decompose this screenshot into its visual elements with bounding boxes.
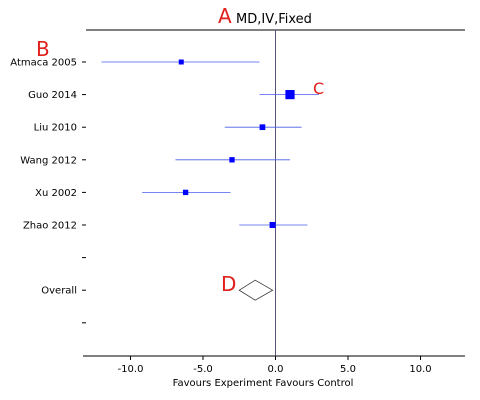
annotation-b: B — [36, 37, 50, 61]
x-axis-ticks: -10.0 -5.0 0.0 5.0 10.0 — [118, 356, 432, 375]
study-rows: Atmaca 2005 Guo 2014 Liu 2010 Wang 2012 Xu 2… — [10, 58, 319, 324]
x-tick-label: 10.0 — [409, 364, 431, 375]
effect-marker — [178, 59, 184, 65]
effect-marker — [182, 189, 189, 196]
study-label: Liu 2010 — [34, 123, 77, 134]
effect-marker — [285, 90, 295, 100]
overall-label: Overall — [41, 286, 77, 297]
study-label: Zhao 2012 — [23, 221, 77, 232]
annotation-a: A — [218, 4, 232, 28]
study-label: Wang 2012 — [20, 155, 77, 166]
study-label: Xu 2002 — [35, 188, 77, 199]
effect-marker — [269, 221, 276, 229]
study-label: Atmaca 2005 — [10, 58, 77, 69]
x-axis-label: Favours Experiment Favours Control — [173, 378, 354, 389]
annotation-c: C — [313, 79, 324, 98]
effect-marker — [259, 124, 266, 131]
effect-marker — [229, 157, 235, 163]
x-tick-label: 5.0 — [340, 364, 356, 375]
overall-row: Overall — [41, 279, 274, 301]
overall-diamond — [238, 279, 274, 301]
x-tick-label: 0.0 — [268, 364, 284, 375]
annotation-d: D — [221, 272, 236, 296]
study-label: Guo 2014 — [28, 90, 77, 101]
x-tick-label: -5.0 — [193, 364, 213, 375]
chart-title: MD,IV,Fixed — [236, 12, 312, 27]
x-tick-label: -10.0 — [118, 364, 144, 375]
